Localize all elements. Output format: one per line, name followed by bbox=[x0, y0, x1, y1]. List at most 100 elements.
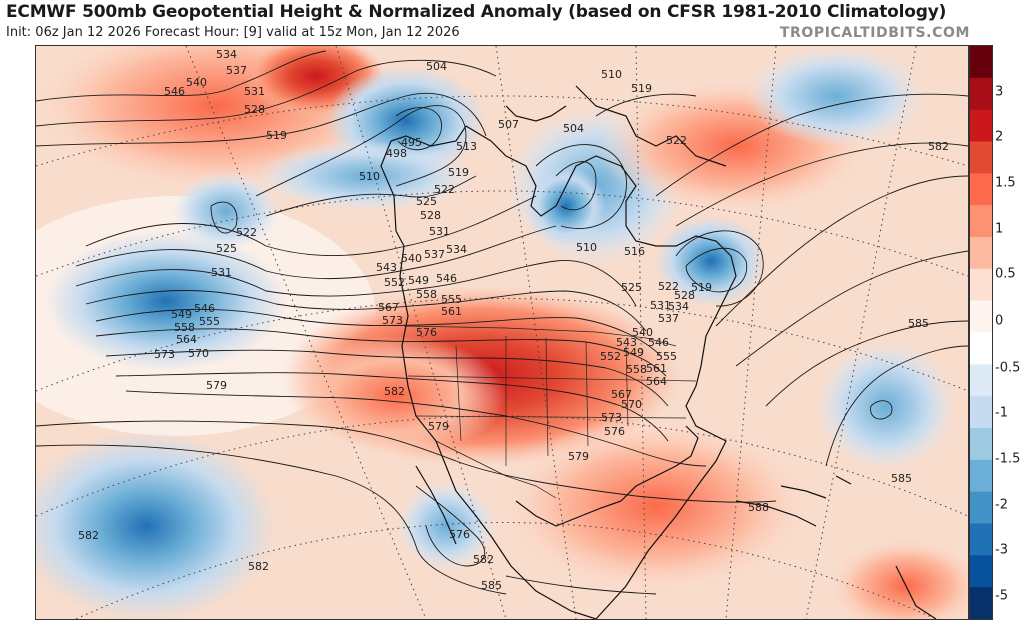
contour-label: 510 bbox=[359, 170, 380, 183]
contour-label: 567 bbox=[611, 388, 632, 401]
contour-label: 582 bbox=[473, 553, 494, 566]
contour-label: 582 bbox=[248, 560, 269, 573]
contour-label: 519 bbox=[448, 166, 469, 179]
contour-label: 558 bbox=[626, 363, 647, 376]
contour-label: 558 bbox=[174, 321, 195, 334]
colorbar-tick: -1.5 bbox=[995, 451, 1021, 467]
contour-label: 555 bbox=[199, 315, 220, 328]
contour-label: 546 bbox=[648, 336, 669, 349]
colorbar-tick: -2 bbox=[995, 497, 1008, 513]
contour-label: 531 bbox=[429, 225, 450, 238]
contour-label-layer: 534 537 540 546 531 528 519 504 495 498 … bbox=[78, 48, 949, 592]
contour-label: 585 bbox=[908, 317, 929, 330]
contour-label: 552 bbox=[384, 276, 405, 289]
contour-label: 522 bbox=[434, 183, 455, 196]
anomaly-gulf-warm bbox=[496, 416, 816, 596]
contour-label: 582 bbox=[384, 385, 405, 398]
contour-label: 549 bbox=[623, 346, 644, 359]
contour-label: 531 bbox=[211, 266, 232, 279]
contour-label: 546 bbox=[164, 85, 185, 98]
contour-label: 549 bbox=[171, 308, 192, 321]
colorbar-tick: 3 bbox=[995, 84, 1004, 100]
contour-label: 534 bbox=[216, 48, 237, 61]
chart-subtitle: Init: 06z Jan 12 2026 Forecast Hour: [9]… bbox=[6, 25, 460, 40]
colorbar-segment bbox=[970, 46, 992, 79]
contour-label: 534 bbox=[446, 243, 467, 256]
anomaly-baja-low bbox=[396, 481, 496, 571]
colorbar-tick: 0 bbox=[995, 313, 1004, 329]
colorbar bbox=[969, 45, 993, 620]
contour-label: 582 bbox=[78, 529, 99, 542]
contour-label: 555 bbox=[441, 293, 462, 306]
anomaly-pacific-low bbox=[171, 171, 281, 251]
contour-label: 510 bbox=[576, 241, 597, 254]
colorbar-segment bbox=[970, 300, 992, 333]
contour-label: 543 bbox=[616, 336, 637, 349]
contour-label: 528 bbox=[674, 289, 695, 302]
colorbar-segment bbox=[970, 428, 992, 461]
anomaly-ne-low bbox=[656, 216, 766, 306]
contour-label: 576 bbox=[416, 326, 437, 339]
contour-label: 573 bbox=[382, 314, 403, 327]
contour-label: 498 bbox=[386, 147, 407, 160]
contour-label: 579 bbox=[428, 420, 449, 433]
contour-label: 561 bbox=[646, 362, 667, 375]
colorbar-segment bbox=[970, 332, 992, 365]
colorbar-segment bbox=[970, 205, 992, 238]
contour-label: 564 bbox=[646, 375, 667, 388]
contour-label: 579 bbox=[206, 379, 227, 392]
colorbar-segment bbox=[970, 587, 992, 620]
contour-label: 546 bbox=[436, 272, 457, 285]
contour-label: 519 bbox=[691, 281, 712, 294]
anomaly-n-atlantic-low bbox=[746, 46, 926, 146]
contour-label: 585 bbox=[481, 579, 502, 592]
contour-label: 540 bbox=[632, 326, 653, 339]
contour-label: 579 bbox=[568, 450, 589, 463]
map-svg: 534 537 540 546 531 528 519 504 495 498 … bbox=[36, 46, 968, 619]
lat-lon-grid bbox=[36, 46, 968, 619]
contour-label: 582 bbox=[928, 140, 949, 153]
colorbar-segment bbox=[970, 555, 992, 588]
colorbar-segment bbox=[970, 268, 992, 302]
anomaly-hudson-core bbox=[526, 166, 606, 246]
anomaly-pacific-trough bbox=[46, 231, 286, 371]
contour-label: 570 bbox=[188, 347, 209, 360]
colorbar-tick: -1 bbox=[995, 405, 1008, 421]
contour-label: 564 bbox=[176, 333, 197, 346]
colorbar-segment bbox=[970, 491, 992, 524]
contour-label: 576 bbox=[604, 425, 625, 438]
colorbar-segment bbox=[970, 237, 992, 270]
contour-label: 531 bbox=[650, 299, 671, 312]
political-borders bbox=[403, 325, 697, 499]
contour-label: 567 bbox=[378, 301, 399, 314]
contour-label: 546 bbox=[194, 302, 215, 315]
colorbar-tick: -5 bbox=[995, 588, 1008, 604]
contour-label: 522 bbox=[236, 226, 257, 239]
brand-watermark: TROPICALTIDBITS.COM bbox=[779, 25, 970, 41]
anomaly-bc-low bbox=[256, 141, 476, 211]
contour-label: 537 bbox=[658, 312, 679, 325]
colorbar-segment bbox=[970, 77, 992, 111]
contour-label: 519 bbox=[266, 129, 287, 142]
anomaly-atlantic-low bbox=[816, 341, 956, 471]
contour-label: 531 bbox=[244, 85, 265, 98]
contour-label: 585 bbox=[891, 472, 912, 485]
contour-label: 558 bbox=[416, 288, 437, 301]
contour-label: 576 bbox=[449, 528, 470, 541]
contour-label: 588 bbox=[748, 501, 769, 514]
contour-label: 519 bbox=[631, 82, 652, 95]
colorbar-segment bbox=[970, 459, 992, 493]
colorbar-tick: 0.5 bbox=[995, 266, 1016, 282]
colorbar-tick: 2 bbox=[995, 129, 1004, 145]
colorbar-segment bbox=[970, 173, 992, 206]
colorbar-segment bbox=[970, 523, 992, 556]
chart-title: ECMWF 500mb Geopotential Height & Normal… bbox=[6, 2, 947, 22]
contour-label: 534 bbox=[668, 300, 689, 313]
colorbar-tick: -3 bbox=[995, 542, 1008, 558]
contour-label: 540 bbox=[186, 76, 207, 89]
colorbar-svg bbox=[970, 46, 992, 620]
contour-label: 573 bbox=[154, 348, 175, 361]
map-panel: 534 537 540 546 531 528 519 504 495 498 … bbox=[35, 45, 969, 620]
contour-label: 537 bbox=[424, 248, 445, 261]
colorbar-tick: -0.5 bbox=[995, 360, 1021, 376]
